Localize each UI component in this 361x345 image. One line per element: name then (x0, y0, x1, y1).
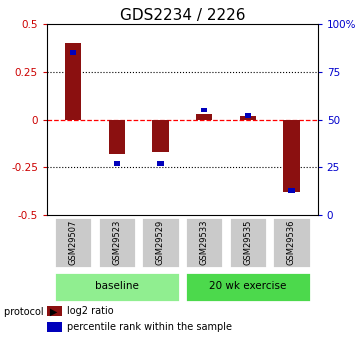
Bar (272, 217, 311, 268)
Bar (283, 120, 300, 192)
Bar (196, 114, 212, 120)
Text: 20 wk exercise: 20 wk exercise (209, 281, 287, 291)
Text: GSM29507: GSM29507 (69, 220, 78, 265)
Bar (185, 217, 223, 268)
Bar (239, 116, 256, 120)
Bar (109, 120, 125, 154)
Bar (97, 217, 136, 268)
Title: GDS2234 / 2226: GDS2234 / 2226 (119, 8, 245, 23)
Text: baseline: baseline (95, 281, 139, 291)
Text: GSM29536: GSM29536 (287, 220, 296, 265)
Text: log2 ratio: log2 ratio (67, 306, 114, 316)
Bar (70, 50, 76, 55)
Bar (54, 217, 92, 268)
Bar (201, 108, 207, 112)
Text: percentile rank within the sample: percentile rank within the sample (67, 322, 232, 332)
Text: GSM29535: GSM29535 (243, 220, 252, 265)
Text: GSM29533: GSM29533 (200, 220, 209, 265)
Bar (47, 322, 62, 332)
Bar (47, 306, 62, 316)
Bar (141, 217, 180, 268)
Bar (185, 272, 311, 302)
Text: GSM29529: GSM29529 (156, 220, 165, 265)
Bar (288, 188, 295, 193)
Bar (229, 217, 267, 268)
Bar (157, 161, 164, 166)
Bar (114, 161, 120, 166)
Bar (54, 272, 180, 302)
Text: GSM29523: GSM29523 (112, 220, 121, 265)
Text: protocol  ▶: protocol ▶ (4, 307, 57, 317)
Bar (245, 114, 251, 118)
Bar (152, 120, 169, 152)
Bar (65, 43, 82, 120)
